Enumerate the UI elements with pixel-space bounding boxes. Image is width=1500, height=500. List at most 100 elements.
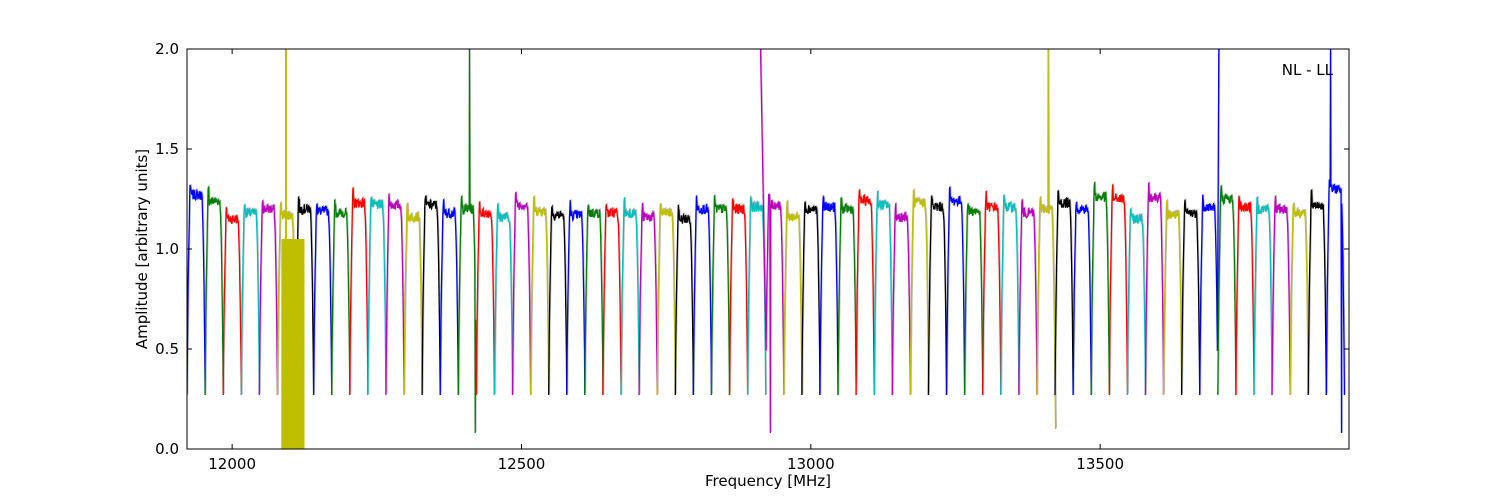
channel-shadow [187,183,207,395]
channel-series [1235,195,1255,396]
channel-shadow [205,185,225,395]
channel-series [529,195,550,396]
channel-series [1289,203,1309,396]
channel-series [1018,199,1038,396]
channel-series [1217,185,1237,396]
channel-series [421,195,441,396]
channel-series [1199,49,1220,396]
channel-series [982,190,1002,396]
channel-series [222,207,242,396]
x-tick-label: 13500 [1076,455,1124,473]
channel-series [873,190,893,396]
channel-shadow [928,194,948,395]
channel-series [439,199,459,396]
channel-shadow [621,196,641,395]
channel-series [1253,196,1273,396]
channel-series [1271,195,1291,396]
channel-series [258,200,279,396]
channel-series [367,196,387,396]
channel-shadow [1163,199,1183,395]
channel-series [638,202,658,396]
channel-series [1090,182,1110,396]
channel-shadow [657,202,677,395]
channel-series [1325,49,1346,434]
channel-shadow [760,49,786,433]
channel-series [909,189,930,396]
x-tick-label: 12000 [208,455,256,473]
channel-series [1108,184,1129,396]
channel-shadow [675,203,695,395]
channel-shadow [1055,189,1075,395]
channel-shadow [874,189,894,395]
channel-series [331,199,351,396]
channel-series [656,203,676,396]
channel-series [801,201,821,396]
channel-series [475,201,496,396]
channel-series [294,196,315,396]
channel-shadow [440,198,460,395]
channel-shadow [494,202,514,395]
annotation-label: NL - LL [1282,61,1334,79]
channel-series [187,184,206,396]
channel-series [746,195,767,396]
channel-shadow [350,186,370,395]
channel-series [240,204,260,396]
x-tick-label: 12500 [498,455,546,473]
channel-shadow [729,197,749,395]
channel-series [945,186,966,396]
channel-shadow [223,206,243,395]
channel-series [548,204,568,396]
channel-series [385,193,405,396]
channel-series [1036,49,1057,430]
channel-series [692,195,713,396]
channel-series [855,189,875,396]
x-axis: 12000 12500 13000 13500 [208,49,1124,473]
channel-series [783,200,803,396]
channel-series [1000,194,1020,396]
channel-series [927,194,948,396]
channel-series [584,204,604,396]
x-tick-label: 13000 [787,455,835,473]
channel-shadow [404,202,424,395]
channel-series [349,187,369,396]
y-tick-label: 0.0 [155,440,179,458]
y-tick-label: 0.5 [155,340,179,358]
y-axis: 0.0 0.5 1.0 1.5 2.0 [155,40,1349,458]
channel-series [493,203,514,396]
channel-series [457,49,477,434]
channel-series [1180,199,1201,396]
channel-series [759,49,785,434]
y-tick-label: 2.0 [155,40,179,58]
channel-series [511,192,532,396]
channel-series [674,204,694,396]
channel-shadow [1037,49,1057,429]
channel-shadow [1091,181,1111,395]
channel-shadow [711,194,731,395]
channel-series [891,203,912,396]
channel-shadow [784,199,804,395]
series-layer [187,49,1346,449]
y-tick-label: 1.0 [155,240,179,258]
channel-series [963,203,984,396]
y-axis-label: Amplitude [arbitrary units] [133,149,151,349]
channel-shadow [567,199,587,395]
channel-shadow [1308,188,1328,395]
channel-series [403,203,423,396]
channel-series [728,198,749,396]
channel-shadow [530,194,551,395]
channel-series [1072,201,1092,396]
channel-shadow [892,202,912,395]
channel-series [620,197,640,396]
channel-series [1054,190,1074,396]
channel-shadow [1109,183,1129,395]
channel-series [710,195,731,396]
x-axis-label: Frequency [MHz] [705,472,831,490]
channel-series [312,203,333,396]
channel-shadow [331,198,352,395]
channel-shadow [639,201,659,395]
channel-series [566,200,586,396]
channel-series [837,197,857,396]
channel-shadow [1236,194,1256,395]
channel-series [602,204,622,396]
